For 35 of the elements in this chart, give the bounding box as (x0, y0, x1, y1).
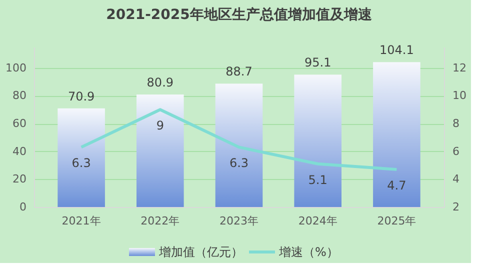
bar (136, 94, 184, 207)
x-tick-label: 2024年 (298, 214, 338, 228)
y-tick-label: 100 (6, 61, 26, 74)
y-tick-label: 20 (12, 172, 26, 186)
chart-title: 2021-2025年地区生产总值增加值及增速 (106, 6, 373, 24)
y2-tick-label: 10 (452, 89, 466, 102)
bar (373, 62, 420, 207)
y2-tick-label: 4 (452, 172, 460, 186)
x-tick-label: 2021年 (62, 214, 101, 228)
legend-label: 增速（%） (278, 245, 338, 259)
y2-tick-label: 2 (452, 200, 460, 214)
data-label: 70.9 (68, 89, 95, 104)
y2-tick-label: 8 (452, 117, 460, 130)
data-label: 95.1 (304, 56, 332, 70)
bar (58, 108, 105, 207)
y-tick-label: 40 (12, 144, 26, 158)
y-tick-label: 0 (20, 200, 26, 214)
data-label: 5.1 (308, 172, 328, 187)
y2-tick-label: 12 (452, 61, 466, 74)
bar (294, 74, 342, 207)
x-tick-label: 2022年 (140, 214, 180, 228)
data-label: 4.7 (387, 178, 406, 192)
data-label: 6.3 (72, 156, 91, 170)
data-label: 6.3 (229, 156, 249, 170)
data-label: 104.1 (380, 43, 414, 58)
data-label: 88.7 (226, 64, 252, 79)
y-tick-label: 60 (12, 117, 26, 130)
y2-tick-label: 6 (452, 144, 460, 158)
x-tick-label: 2025年 (377, 214, 416, 228)
bar (215, 84, 263, 207)
x-tick-label: 2023年 (220, 214, 258, 228)
data-label: 80.9 (146, 75, 174, 90)
legend-label: 增加值（亿元） (158, 245, 243, 259)
y-tick-label: 80 (12, 89, 26, 102)
data-label: 9 (156, 118, 164, 133)
